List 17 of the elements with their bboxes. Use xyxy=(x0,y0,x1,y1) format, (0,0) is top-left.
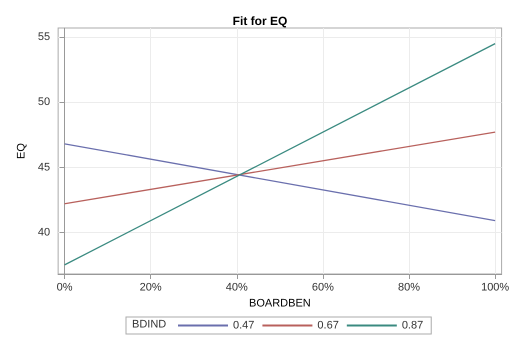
x-tick-label: 80% xyxy=(398,282,420,294)
x-tick-label: 60% xyxy=(312,282,334,294)
y-tick-label: 45 xyxy=(38,161,50,174)
y-axis-title: EQ xyxy=(16,142,28,159)
legend-title: BDIND xyxy=(132,318,166,330)
legend-label: 0.87 xyxy=(402,320,424,332)
legend-label: 0.67 xyxy=(317,320,339,332)
y-tick-label: 40 xyxy=(38,226,50,238)
x-tick-label: 20% xyxy=(140,282,162,294)
x-tick-label: 0% xyxy=(56,282,73,294)
x-axis-title: BOARDBEN xyxy=(248,297,311,310)
chart-title: Fit for EQ xyxy=(232,14,288,28)
x-tick-label: 40% xyxy=(226,282,248,294)
x-tick-label: 100% xyxy=(481,282,510,294)
y-tick-label: 50 xyxy=(38,96,50,108)
legend-label: 0.47 xyxy=(233,320,254,332)
y-tick-label: 55 xyxy=(38,31,50,44)
